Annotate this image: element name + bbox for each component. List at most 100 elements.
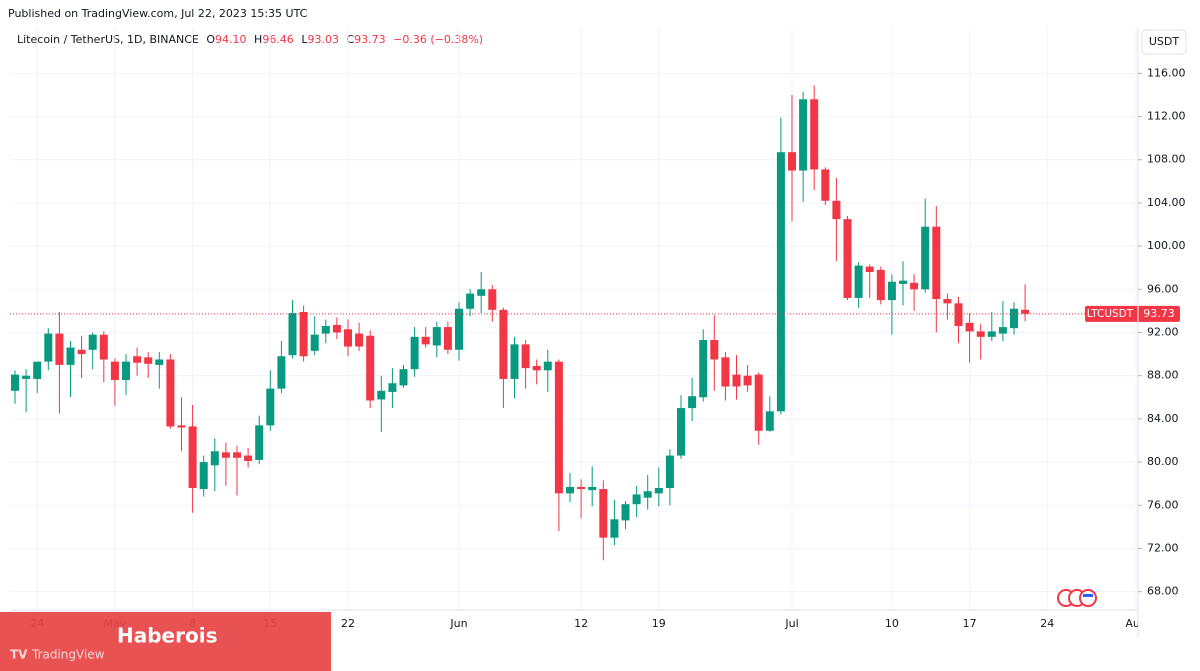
field-value: 96.46 — [262, 33, 294, 46]
price-label-value: 93.73 — [1143, 307, 1175, 320]
candle-body — [421, 336, 430, 345]
candle-body — [621, 504, 630, 521]
x-tick-label: 19 — [652, 617, 666, 630]
candle-body — [366, 335, 375, 401]
candle-body — [332, 324, 341, 333]
candle-body — [765, 411, 774, 431]
field-label: L — [301, 33, 308, 46]
legend: Litecoin / TetherUS, 1D, BINANCE O94.10 … — [17, 33, 483, 46]
y-tick-label: 84.00 — [1147, 412, 1179, 425]
candle-body — [1010, 308, 1018, 329]
candle-body — [122, 361, 130, 381]
candle-body — [965, 322, 974, 332]
candle-body — [599, 489, 608, 538]
candle-body — [443, 327, 452, 350]
candle-body — [821, 169, 830, 201]
candle-body — [99, 334, 108, 360]
candle-body — [677, 408, 685, 456]
candle-body — [321, 326, 330, 334]
candle-body — [998, 327, 1007, 334]
candle-body — [33, 361, 42, 379]
x-tick-label: 12 — [574, 617, 588, 630]
currency-button[interactable] — [1141, 29, 1187, 55]
candle-body — [55, 333, 64, 365]
candle-body — [543, 361, 552, 371]
price-label-name: LTCUSDT — [1087, 308, 1134, 320]
y-tick-label: 88.00 — [1147, 369, 1179, 382]
candle-body — [344, 329, 352, 347]
candle-body — [110, 361, 119, 381]
candle-body — [554, 361, 563, 494]
candle-body — [699, 340, 708, 398]
candle-body — [199, 462, 208, 490]
candle-body — [66, 347, 75, 365]
candle-body — [710, 340, 719, 360]
y-tick-label: 68.00 — [1147, 585, 1179, 598]
candle-body — [233, 452, 241, 458]
candle-body — [899, 280, 907, 284]
brand-logo: TradingView — [31, 648, 105, 662]
candle-body — [532, 365, 541, 371]
banner-text: Haberois — [117, 624, 217, 648]
candle-body — [954, 303, 963, 327]
field-label: O — [206, 33, 215, 46]
flags-icon — [1057, 589, 1097, 607]
field-label: H — [254, 33, 262, 46]
y-tick-label: 72.00 — [1147, 541, 1179, 554]
candle-body — [44, 333, 53, 362]
x-tick-label: 24 — [1040, 617, 1054, 630]
candle-body — [477, 289, 486, 296]
candle-body — [976, 331, 985, 337]
candle-body — [221, 452, 230, 458]
candle-body — [488, 289, 497, 310]
candle-body — [155, 359, 164, 365]
x-tick-label: 22 — [341, 617, 355, 630]
candle-body — [610, 519, 619, 538]
field-label: C — [346, 33, 354, 46]
candle-body — [144, 357, 153, 364]
candle-body — [510, 344, 519, 379]
candle-body — [188, 426, 197, 488]
candle-body — [876, 269, 885, 301]
candle-body — [732, 374, 741, 387]
y-tick-label: 108.00 — [1147, 153, 1186, 166]
candle-body — [388, 383, 397, 392]
currency-label[interactable]: USDT — [1149, 35, 1180, 48]
candle-body — [910, 282, 919, 290]
candle-body — [244, 455, 253, 461]
field-value: 93.03 — [307, 33, 339, 46]
y-tick-label: 96.00 — [1147, 282, 1179, 295]
candle-body — [588, 486, 597, 491]
candle-body — [22, 375, 31, 379]
candle-body — [355, 333, 364, 347]
x-tick-label: Jun — [449, 617, 467, 630]
candle-body — [632, 494, 641, 505]
y-tick-label: 112.00 — [1147, 110, 1186, 123]
y-tick-label: 116.00 — [1147, 66, 1186, 79]
x-tick-label: 17 — [963, 617, 977, 630]
plot: 68.00 72.00 76.00 80.00 84.00 88.00 92.00 96.00… — [10, 28, 1186, 630]
candle-body — [299, 311, 308, 357]
candle-body — [987, 331, 996, 337]
y-tick-label: 76.00 — [1147, 498, 1179, 511]
candle-body — [810, 99, 819, 170]
candle-body — [521, 344, 530, 369]
published-note: Published on TradingView.com, Jul 22, 20… — [8, 7, 308, 20]
candle-body — [654, 487, 663, 494]
candle-body — [1021, 309, 1030, 314]
y-tick-label: 80.00 — [1147, 455, 1179, 468]
candle-body — [832, 200, 841, 220]
candle-body — [377, 390, 386, 400]
candle-body — [499, 309, 508, 379]
x-tick-label: Jul — [784, 617, 798, 630]
brand-mark: TV — [10, 648, 28, 662]
banner — [0, 612, 331, 671]
candle-body — [88, 334, 97, 350]
y-tick-label: 92.00 — [1147, 325, 1179, 338]
candle-body — [399, 369, 408, 386]
candle-body — [566, 486, 574, 494]
candle-body — [854, 265, 863, 298]
candle-body — [921, 226, 930, 290]
candle-body — [577, 486, 586, 490]
